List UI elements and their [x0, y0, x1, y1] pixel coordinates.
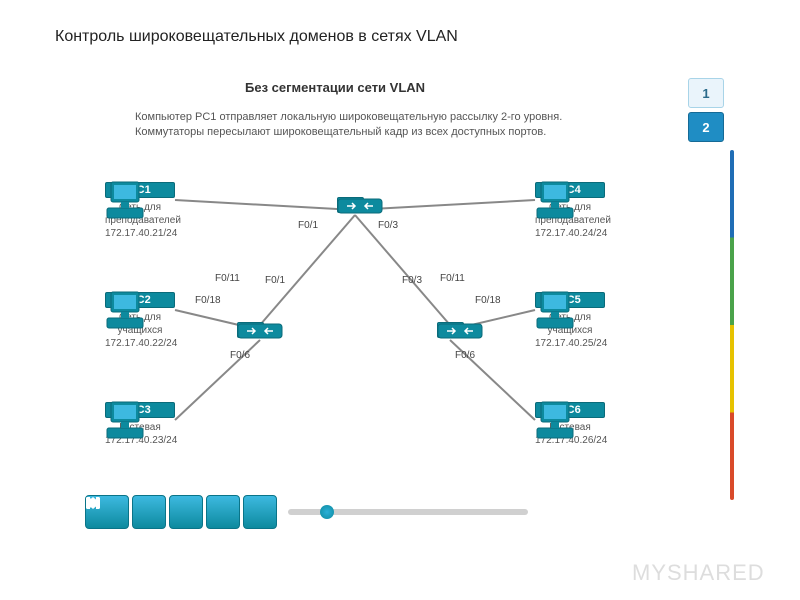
progress-bar[interactable] [288, 509, 528, 515]
tab-1[interactable]: 1 [688, 78, 724, 108]
page-title: Контроль широковещательных доменов в сет… [55, 28, 458, 46]
tab-2[interactable]: 2 [688, 112, 724, 142]
network-diagram: PC1 Сеть дляпреподавателей172.17.40.21/2… [80, 145, 630, 475]
port-label: F0/18 [195, 295, 221, 306]
rew-button[interactable] [169, 495, 203, 529]
pc-pc4: PC4 Сеть дляпреподавателей172.17.40.24/2… [535, 180, 605, 240]
port-label: F0/11 [215, 273, 240, 284]
port-label: F0/3 [402, 275, 422, 286]
pc-pc1: PC1 Сеть дляпреподавателей172.17.40.21/2… [105, 180, 175, 240]
port-label: F0/3 [378, 220, 398, 231]
switch-s1: S1 [337, 195, 364, 213]
port-label: F0/1 [298, 220, 318, 231]
port-label: F0/18 [475, 295, 501, 306]
rainbow-decoration [730, 150, 734, 500]
diagram-subtitle: Без сегментации сети VLAN [245, 80, 425, 95]
port-label: F0/6 [230, 350, 250, 361]
watermark: MYSHARED [632, 560, 765, 586]
desc-line2: Коммутаторы пересылают широковещательный… [135, 125, 562, 140]
port-label: F0/1 [265, 275, 285, 286]
port-label: F0/6 [455, 350, 475, 361]
first-button[interactable] [132, 495, 166, 529]
side-tabs: 12 [688, 78, 724, 146]
switch-s2: S2 [237, 320, 264, 338]
pc-pc2: PC2 Сеть для учащихся172.17.40.22/24 [105, 290, 175, 350]
progress-knob[interactable] [320, 505, 334, 519]
pc-pc6: PC6 Гостевая172.17.40.26/24 [535, 400, 605, 447]
media-player [85, 495, 528, 529]
description-text: Компьютер PC1 отправляет локальную широк… [135, 110, 562, 141]
pc-pc5: PC5 Сеть для учащихся172.17.40.25/24 [535, 290, 605, 350]
fwd-button[interactable] [206, 495, 240, 529]
desc-line1: Компьютер PC1 отправляет локальную широк… [135, 110, 562, 125]
port-label: F0/11 [440, 273, 465, 284]
last-button[interactable] [243, 495, 277, 529]
pc-pc3: PC3 Гостевая172.17.40.23/24 [105, 400, 175, 447]
switch-s3: S3 [437, 320, 464, 338]
